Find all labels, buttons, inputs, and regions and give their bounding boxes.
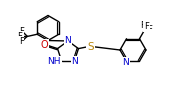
Text: F: F (140, 21, 145, 30)
Text: N: N (123, 58, 129, 67)
Text: F: F (144, 22, 149, 31)
Text: N: N (65, 36, 71, 45)
Text: NH: NH (48, 57, 61, 66)
Text: S: S (87, 42, 94, 52)
Text: F: F (17, 32, 22, 41)
Text: N: N (72, 57, 78, 66)
Text: F: F (19, 37, 24, 46)
Text: O: O (41, 40, 48, 50)
Text: F: F (19, 27, 24, 36)
Text: F: F (147, 25, 152, 34)
